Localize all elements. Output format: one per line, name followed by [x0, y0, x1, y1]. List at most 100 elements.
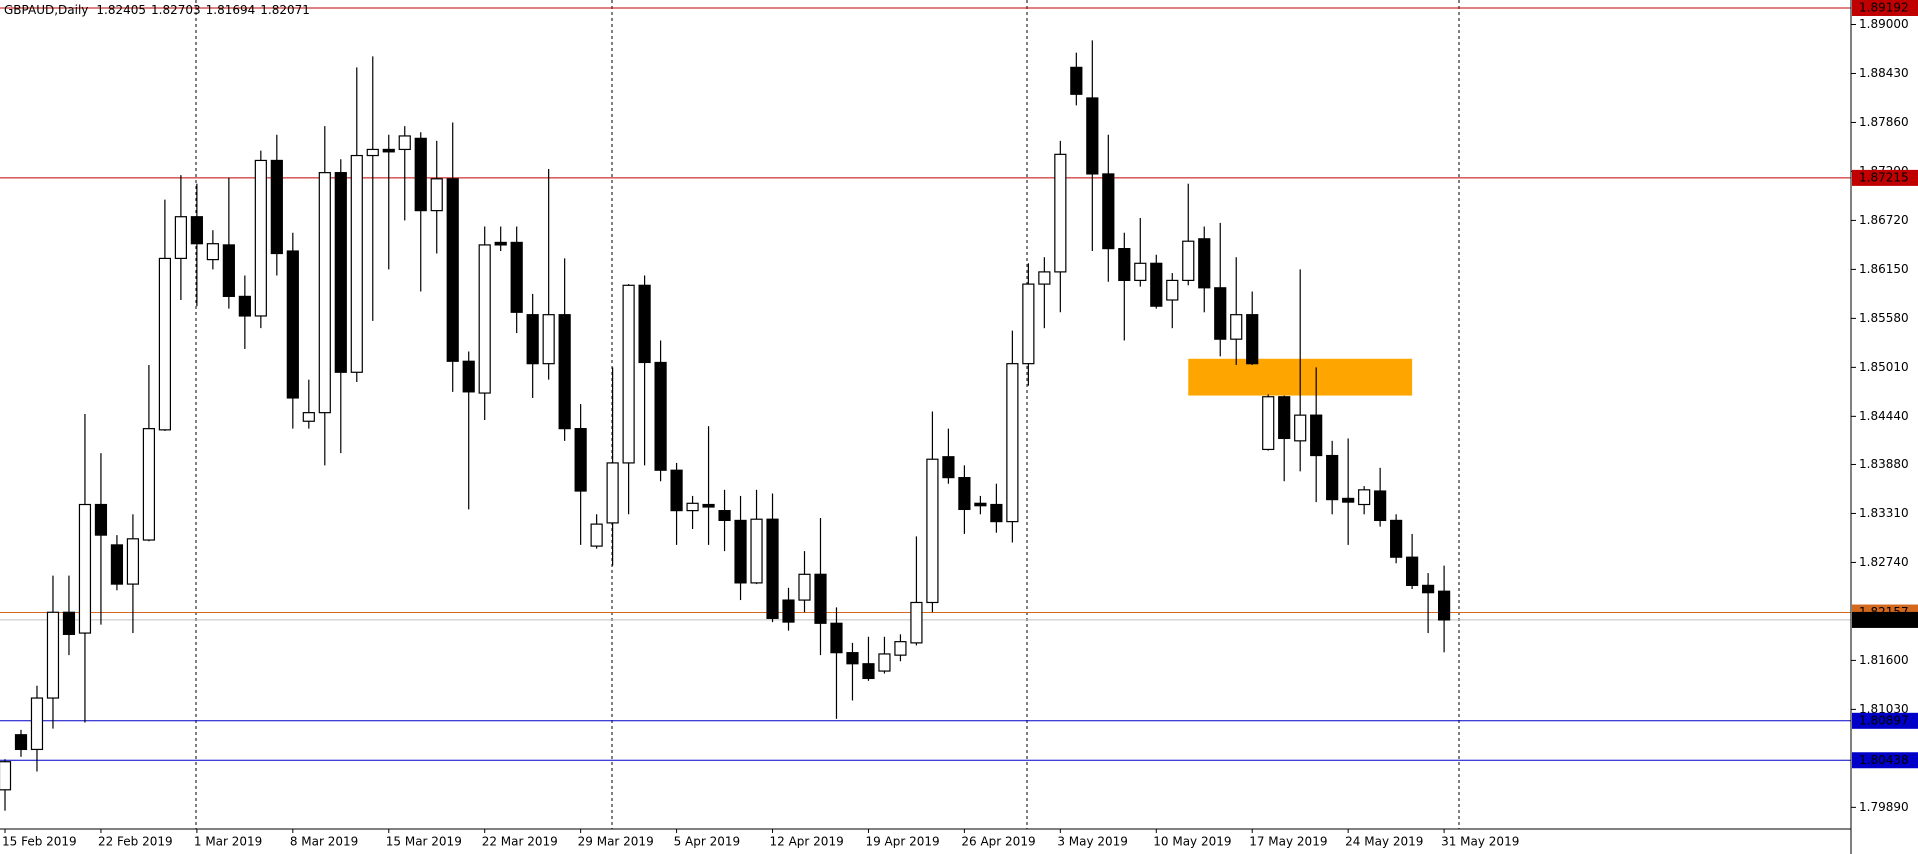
candle-body	[14, 734, 28, 751]
candle-body	[430, 178, 443, 212]
candle-body	[190, 216, 203, 245]
candle-body	[990, 503, 1003, 523]
candle-body	[926, 458, 939, 604]
candle-body	[1342, 497, 1355, 503]
candle-body	[366, 148, 379, 157]
x-tick-label: 29 Mar 2019	[578, 835, 654, 849]
candle-body	[702, 503, 715, 508]
level-label-bg	[1852, 752, 1918, 769]
x-tick-label: 15 Feb 2019	[2, 835, 77, 849]
y-tick-label: 1.83880	[1859, 457, 1909, 471]
candle-body	[350, 154, 363, 373]
candle-body	[654, 361, 667, 471]
x-tick-label: 5 Apr 2019	[674, 835, 741, 849]
bid-label-bg	[1852, 611, 1918, 628]
last-close: 1.82071	[260, 3, 310, 17]
bid-label: 1.82071	[1859, 612, 1909, 626]
x-tick-label: 15 Mar 2019	[386, 835, 462, 849]
candle-body	[798, 573, 811, 601]
candle-body	[494, 241, 507, 246]
candle-body	[46, 611, 60, 699]
candle-body	[270, 159, 283, 255]
candle-body	[478, 244, 491, 394]
candle-body	[158, 257, 171, 431]
candle-body	[1230, 314, 1243, 340]
candle-body	[974, 502, 987, 507]
y-tick-label: 1.84440	[1859, 409, 1909, 423]
x-tick-label: 8 Mar 2019	[290, 835, 358, 849]
x-tick-label: 12 Apr 2019	[770, 835, 844, 849]
candle-body	[286, 250, 299, 399]
last-open: 1.82405	[96, 3, 146, 17]
last-low: 1.81694	[206, 3, 256, 17]
candle-body	[574, 428, 587, 492]
level-label-bg	[1852, 712, 1918, 729]
candle-body	[398, 135, 411, 151]
y-tick-label: 1.79890	[1859, 800, 1909, 814]
candle-body	[1086, 97, 1099, 175]
y-tick-label: 1.86720	[1859, 213, 1909, 227]
candle-body	[862, 663, 875, 680]
candle-body	[782, 599, 795, 623]
x-tick-label: 3 May 2019	[1057, 835, 1128, 849]
symbol: GBPAUD,Daily	[4, 3, 88, 17]
candle-body	[750, 518, 763, 584]
candle-body	[526, 314, 539, 365]
candle-body	[254, 159, 267, 317]
candle-body	[1310, 414, 1323, 457]
candle-body	[590, 523, 603, 547]
candle-body	[62, 611, 76, 635]
candle-body	[382, 148, 395, 153]
y-tick-label: 1.85580	[1859, 311, 1909, 325]
candle-body	[1374, 490, 1387, 522]
y-tick-label: 1.82740	[1859, 555, 1909, 569]
y-tick-label: 1.87860	[1859, 115, 1909, 129]
candle-body	[558, 314, 571, 430]
level-label: 1.80897	[1859, 713, 1909, 727]
candle-body	[1166, 279, 1179, 301]
y-tick-label: 1.89000	[1859, 17, 1909, 31]
last-high: 1.82703	[151, 3, 201, 17]
candle-body	[94, 503, 108, 536]
candle-body	[142, 428, 156, 541]
candle-body	[686, 502, 699, 512]
candle-body	[1422, 584, 1435, 594]
candle-body	[30, 697, 44, 751]
candle-body	[606, 462, 619, 524]
candle-body	[302, 412, 315, 422]
candle-body	[174, 216, 187, 260]
candle-body	[958, 477, 971, 511]
candle-body	[222, 244, 235, 297]
candle-body	[1182, 240, 1195, 282]
candle-body	[1262, 396, 1275, 451]
candle-body	[1278, 396, 1291, 440]
candle-body	[510, 241, 523, 313]
candle-body	[110, 544, 124, 585]
candle-body	[206, 243, 219, 261]
candle-body	[462, 360, 475, 393]
candle-body	[126, 538, 140, 585]
candle-body	[1054, 153, 1067, 273]
x-tick-label: 22 Mar 2019	[482, 835, 558, 849]
candle-body	[1214, 287, 1227, 340]
candle-body	[638, 284, 651, 364]
x-tick-label: 24 May 2019	[1345, 835, 1423, 849]
candle-body	[0, 761, 12, 791]
y-tick-label: 1.83310	[1859, 506, 1909, 520]
candle-body	[814, 573, 827, 624]
candle-body	[1437, 590, 1451, 621]
candle-body	[1070, 66, 1083, 95]
candle-body	[1118, 248, 1131, 282]
candles-layer	[0, 40, 1451, 811]
candle-body	[1294, 414, 1307, 442]
candle-body	[670, 469, 683, 512]
chart-header: GBPAUD,Daily 1.82405 1.82703 1.81694 1.82071	[4, 3, 310, 17]
candle-body	[1150, 262, 1163, 307]
candle-body	[1390, 519, 1403, 558]
level-label-bg	[1852, 169, 1918, 186]
candle-body	[894, 641, 907, 656]
candle-body	[334, 172, 347, 373]
x-tick-label: 19 Apr 2019	[865, 835, 939, 849]
level-label-bg	[1852, 0, 1918, 16]
